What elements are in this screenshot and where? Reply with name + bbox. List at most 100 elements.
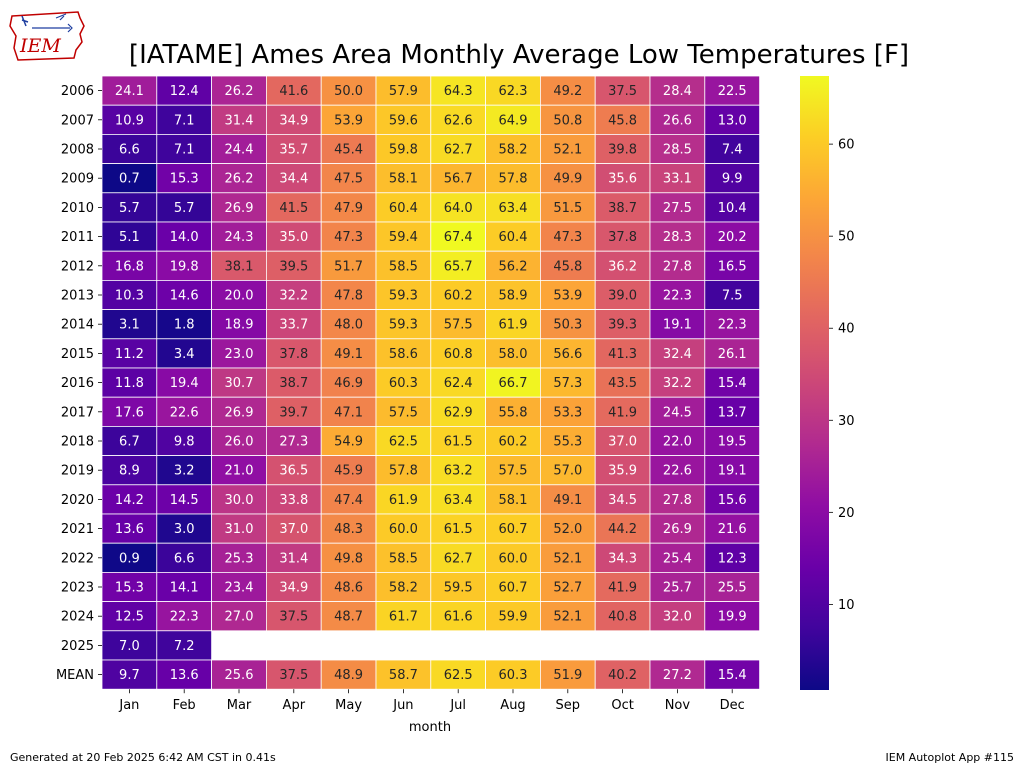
heatmap-cell: [211, 601, 267, 632]
cell-value-label: 37.5: [608, 84, 637, 99]
heatmap-cell: [320, 250, 377, 281]
cell-value-label: 57.5: [444, 318, 473, 333]
heatmap-cell: [211, 279, 267, 310]
cell-value-label: 37.5: [279, 668, 308, 683]
heatmap-cell: [704, 163, 760, 194]
cell-value-label: 62.3: [499, 84, 528, 99]
heatmap-cell: [540, 221, 596, 252]
cell-value-label: 26.9: [663, 522, 692, 537]
cell-value-label: 24.1: [115, 84, 144, 99]
heatmap-cell: [156, 601, 213, 632]
cell-value-label: 3.2: [174, 464, 195, 479]
cell-value-label: 12.5: [115, 610, 144, 625]
cell-value-label: 62.5: [389, 435, 418, 450]
heatmap-cell: [540, 659, 596, 690]
cell-value-label: 7.5: [722, 289, 743, 304]
cell-value-label: 3.0: [174, 522, 195, 537]
cell-value-label: 7.1: [174, 113, 195, 128]
heatmap-cell: [430, 601, 486, 632]
cell-value-label: 57.3: [553, 376, 582, 391]
cell-value-label: 37.8: [279, 347, 308, 362]
heatmap-cell: [156, 513, 213, 544]
cell-value-label: 60.2: [444, 289, 473, 304]
heatmap-cell: [704, 601, 760, 632]
cell-value-label: 59.3: [389, 318, 418, 333]
cell-value-label: 28.3: [663, 230, 692, 245]
y-tick-label: 2019: [61, 464, 94, 479]
cell-value-label: 52.1: [553, 551, 582, 566]
heatmap-cell: [101, 75, 158, 106]
cell-value-label: 38.7: [279, 376, 308, 391]
cell-value-label: 22.3: [170, 610, 199, 625]
heatmap-cell: [430, 396, 486, 427]
cell-value-label: 20.0: [225, 289, 254, 304]
cell-value-label: 28.4: [663, 84, 692, 99]
heatmap-cell: [649, 425, 706, 456]
heatmap-cell: [430, 104, 486, 135]
cell-value-label: 35.0: [279, 230, 308, 245]
heatmap-cell: [704, 484, 760, 515]
y-tick-label: 2024: [61, 610, 94, 625]
cell-value-label: 27.8: [663, 259, 692, 274]
cell-value-label: 61.9: [389, 493, 418, 508]
cell-value-label: 34.3: [608, 551, 637, 566]
heatmap-cell: [649, 279, 706, 310]
cell-value-label: 32.4: [663, 347, 692, 362]
cell-value-label: 0.9: [119, 551, 140, 566]
heatmap-cell: [211, 367, 267, 398]
cell-value-label: 18.9: [225, 318, 254, 333]
cell-value-label: 58.6: [389, 347, 418, 362]
cell-value-label: 51.7: [334, 259, 363, 274]
cell-value-label: 45.8: [608, 113, 637, 128]
cell-value-label: 23.0: [225, 347, 254, 362]
cell-value-label: 37.8: [608, 230, 637, 245]
heatmap-cell: [101, 279, 158, 310]
heatmap-cell: [540, 309, 596, 340]
heatmap-cell: [430, 279, 486, 310]
heatmap-cell: [320, 338, 377, 369]
cell-value-label: 27.3: [279, 435, 308, 450]
cell-value-label: 22.6: [663, 464, 692, 479]
x-tick-label: Aug: [500, 698, 525, 713]
heatmap-cell: [375, 309, 432, 340]
heatmap-cell: [704, 221, 760, 252]
cell-value-label: 60.3: [389, 376, 418, 391]
cell-value-label: 63.4: [499, 201, 528, 216]
iem-logo: IEM: [8, 8, 86, 64]
cell-value-label: 7.2: [174, 639, 195, 654]
cell-value-label: 15.3: [170, 172, 199, 187]
cell-value-label: 6.7: [119, 435, 140, 450]
cell-value-label: 49.2: [553, 84, 582, 99]
cell-value-label: 0.7: [119, 172, 140, 187]
heatmap-cell: [485, 572, 541, 603]
cell-value-label: 22.6: [170, 405, 199, 420]
heatmap-cell: [704, 367, 760, 398]
cell-value-label: 8.9: [119, 464, 140, 479]
heatmap-cell: [430, 367, 486, 398]
cell-value-label: 17.6: [115, 405, 144, 420]
cell-value-label: 24.3: [225, 230, 254, 245]
heatmap-cell: [430, 250, 486, 281]
cell-value-label: 61.7: [389, 610, 418, 625]
cell-value-label: 52.1: [553, 143, 582, 158]
cell-value-label: 65.7: [444, 259, 473, 274]
cell-value-label: 61.6: [444, 610, 473, 625]
cell-value-label: 15.6: [718, 493, 747, 508]
y-tick-label: 2014: [61, 318, 94, 333]
heatmap-cell: [430, 659, 486, 690]
cell-value-label: 59.9: [499, 610, 528, 625]
heatmap-cell: [211, 572, 267, 603]
cell-value-label: 57.5: [499, 464, 528, 479]
heatmap-cell: [375, 75, 432, 106]
cell-value-label: 52.0: [553, 522, 582, 537]
heatmap-cell: [594, 250, 651, 281]
cell-value-label: 58.7: [389, 668, 418, 683]
cell-value-label: 5.7: [119, 201, 140, 216]
cell-value-label: 22.5: [718, 84, 747, 99]
x-tick-label: Apr: [283, 698, 306, 713]
cell-value-label: 22.3: [663, 289, 692, 304]
heatmap-cell: [649, 309, 706, 340]
cell-value-label: 56.7: [444, 172, 473, 187]
cell-value-label: 35.6: [608, 172, 637, 187]
cell-value-label: 57.8: [389, 464, 418, 479]
